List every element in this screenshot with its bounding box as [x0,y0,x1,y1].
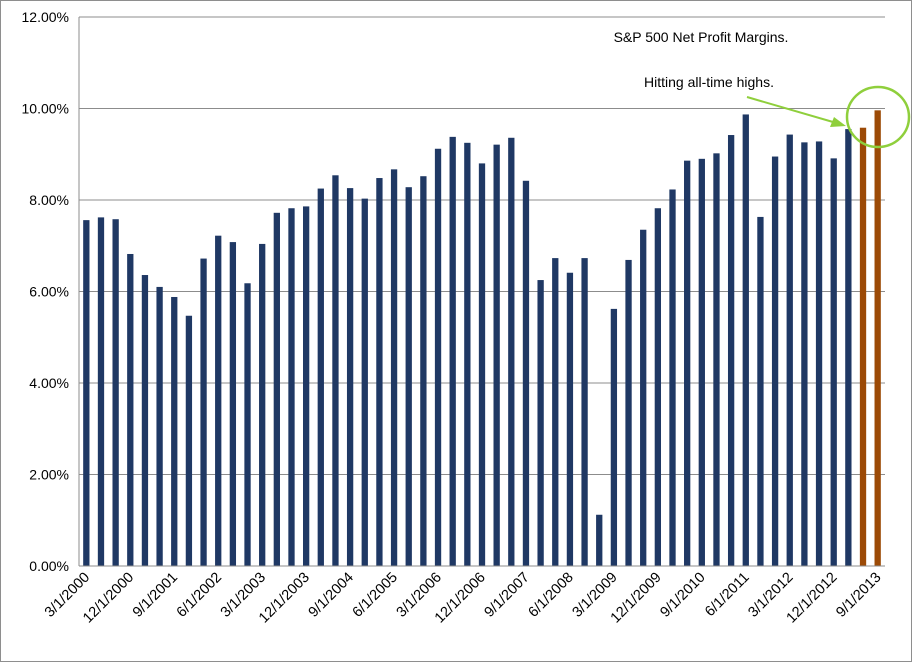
bar-3-1-2002 [200,258,207,566]
bar-9-1-2009 [640,229,647,567]
x-tick-label: 6/1/2008 [526,570,577,621]
bar-12-1-2006 [478,163,486,566]
bar-3-1-2004 [317,188,324,566]
y-tick-label: 2.00% [29,467,69,483]
bar-6-1-2005 [390,169,398,566]
highlight-circle [845,85,911,149]
bar-6-1-2004 [332,175,339,567]
x-axis: 3/1/200012/1/20009/1/20016/1/20023/1/200… [42,570,885,627]
bar-3-1-2007 [493,144,500,566]
annotation-highlight [746,85,911,149]
bar-9-1-2007 [522,180,530,566]
y-tick-label: 6.00% [29,284,69,300]
bar-3-1-2003 [259,243,266,567]
bar-6-1-2001 [156,286,163,566]
bar-3-1-2011 [727,135,735,566]
bar-6-1-2009 [625,259,632,566]
x-tick-label: 6/1/2005 [350,570,401,621]
bar-12-1-2000 [127,253,134,567]
bar-6-1-2007 [508,137,515,566]
chart-title: S&P 500 Net Profit Margins. [614,29,789,45]
bar-3-1-2008 [552,258,559,566]
bar-6-1-2000 [97,217,105,566]
bar-6-1-2002 [215,235,222,566]
bar-3-1-2000 [83,220,90,566]
bar-9-1-2011 [757,216,764,567]
bar-9-1-2004 [346,188,354,567]
bar-6-1-2011 [742,114,749,566]
bar-6-1-2012 [801,142,808,567]
bar-3-1-2006 [434,148,442,566]
annotation-text: Hitting all-time highs. [644,74,774,90]
bar-9-1-2000 [112,219,119,566]
x-tick-label: 6/1/2002 [174,570,225,621]
x-tick-label: 9/1/2010 [657,570,708,621]
bar-9-1-2013 [874,110,881,566]
bar-3-1-2005 [376,178,383,567]
bar-6-1-2003 [273,212,280,566]
bar-9-1-2003 [288,208,295,567]
bar-9-1-2005 [405,187,412,566]
bar-12-1-2009 [654,208,662,567]
bar-12-1-2008 [596,514,603,566]
bar-12-1-2012 [830,158,837,566]
bar-6-1-2010 [684,160,691,566]
x-tick-label: 9/1/2004 [306,570,357,621]
y-tick-label: 4.00% [29,375,69,391]
bar-12-1-2004 [361,198,368,566]
x-tick-label: 9/1/2013 [833,570,884,621]
bar-12-1-2001 [185,315,193,566]
bar-9-1-2001 [171,296,178,566]
bar-3-1-2009 [610,308,618,566]
bars [83,110,881,567]
bar-12-1-2007 [537,280,544,566]
arrow-head [830,117,846,127]
annotation-arrow [746,96,834,123]
bar-12-1-2011 [771,156,779,566]
bar-6-1-2013 [859,127,867,566]
bar-3-1-2012 [786,134,793,566]
bar-9-1-2008 [581,258,588,566]
bar-3-1-2010 [669,189,676,567]
y-tick-label: 10.00% [22,101,69,117]
bar-6-1-2008 [566,272,574,566]
bar-12-1-2005 [420,176,427,566]
bar-9-1-2006 [464,142,471,566]
x-tick-label: 9/1/2001 [130,570,181,621]
bar-12-1-2003 [302,206,310,566]
bar-3-1-2001 [141,275,149,566]
y-tick-label: 8.00% [29,192,69,208]
bar-9-1-2012 [815,141,823,566]
bar-12-1-2002 [244,283,251,566]
x-tick-label: 6/1/2011 [702,570,752,620]
y-axis: 0.00% 2.00% 4.00% 6.00% 8.00% 10.00% 12.00% [22,9,885,574]
bar-6-1-2006 [449,136,456,567]
x-tick-label: 9/1/2007 [482,570,533,621]
bar-9-1-2002 [229,242,237,566]
y-tick-label: 12.00% [22,9,69,25]
bar-3-1-2013 [845,129,852,566]
y-tick-label: 0.00% [29,558,69,574]
bar-12-1-2010 [713,153,720,566]
bar-9-1-2010 [698,158,705,566]
